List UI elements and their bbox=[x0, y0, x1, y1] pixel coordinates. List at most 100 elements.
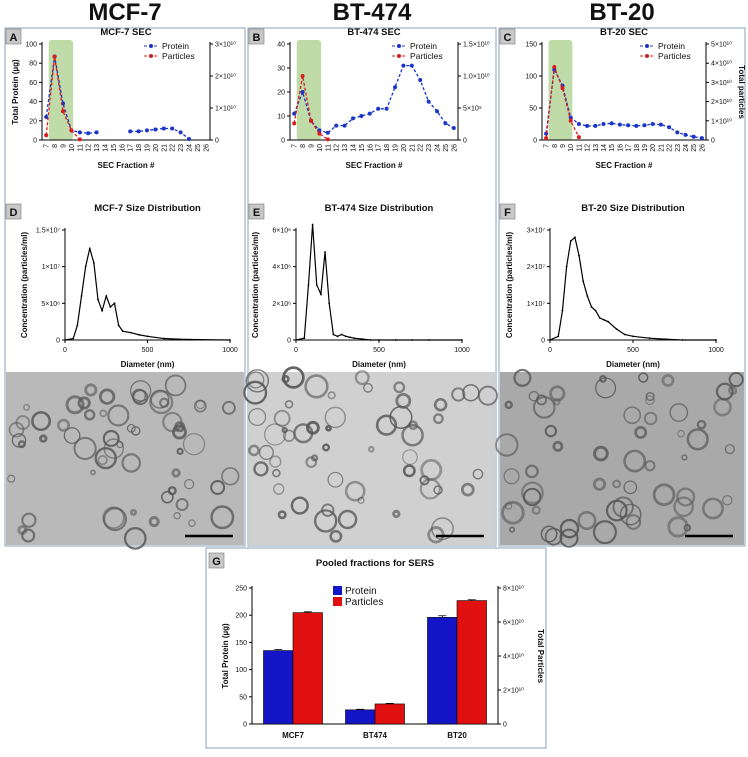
x-tick-label: 18 bbox=[384, 144, 391, 152]
y-tick-label: 40 bbox=[29, 99, 37, 106]
y-tick-label: 50 bbox=[239, 694, 247, 701]
vesicle bbox=[102, 506, 125, 530]
data-point bbox=[334, 123, 339, 128]
y-axis-label: Concentration (particles/ml) bbox=[505, 232, 514, 339]
vesicle bbox=[167, 486, 177, 496]
vesicle bbox=[593, 445, 609, 462]
y-tick-label: 20 bbox=[29, 118, 37, 125]
vesicle bbox=[402, 449, 418, 465]
vesicle bbox=[107, 404, 130, 427]
data-point bbox=[576, 135, 581, 140]
data-point bbox=[292, 111, 297, 116]
bar bbox=[292, 612, 323, 725]
data-point bbox=[593, 123, 598, 128]
x-tick-label: 23 bbox=[426, 144, 433, 152]
data-point bbox=[72, 337, 75, 340]
y2-tick-label: 0 bbox=[215, 138, 219, 145]
vesicle bbox=[392, 509, 401, 519]
vesicle bbox=[592, 477, 607, 491]
vesicle bbox=[433, 397, 448, 412]
data-point bbox=[344, 335, 347, 338]
x-tick-label: 19 bbox=[393, 144, 400, 152]
vesicle bbox=[623, 449, 647, 473]
vesicle bbox=[544, 527, 563, 546]
bar bbox=[345, 709, 376, 725]
x-tick-label: 7 bbox=[292, 144, 299, 148]
data-point bbox=[623, 333, 626, 336]
vesicle bbox=[645, 391, 655, 402]
x-tick-label: 12 bbox=[334, 144, 341, 152]
x-tick-label: 16 bbox=[367, 144, 374, 152]
vesicle bbox=[264, 423, 287, 446]
x-tick-label: 21 bbox=[161, 144, 168, 152]
x-tick-label: 15 bbox=[359, 144, 366, 152]
x-tick-label: 22 bbox=[418, 144, 425, 152]
x-tick-label: 1000 bbox=[454, 347, 470, 354]
vesicle bbox=[337, 509, 358, 530]
vesicle bbox=[272, 468, 281, 478]
vesicle bbox=[183, 479, 195, 490]
y-tick-label: 2×10⁶ bbox=[272, 301, 291, 308]
data-point bbox=[229, 339, 231, 341]
vesicle bbox=[544, 424, 558, 438]
vesicle bbox=[354, 370, 370, 386]
x-tick-label: 0 bbox=[294, 347, 298, 354]
x-tick-label: 23 bbox=[675, 144, 682, 152]
vesicle bbox=[73, 436, 97, 461]
x-axis-label: SEC Fraction # bbox=[596, 161, 653, 170]
data-point bbox=[552, 65, 557, 70]
x-tick-label: 8 bbox=[552, 144, 559, 148]
data-point bbox=[658, 122, 663, 127]
chart-title: Pooled fractions for SERS bbox=[316, 558, 434, 569]
micrograph bbox=[6, 372, 244, 550]
vesicle bbox=[501, 500, 525, 525]
x-tick-label: 500 bbox=[373, 347, 385, 354]
error-bar bbox=[356, 708, 365, 710]
x-tick-label: 20 bbox=[401, 144, 408, 152]
panel-label-box bbox=[499, 28, 516, 45]
vesicle bbox=[408, 420, 418, 431]
data-point bbox=[136, 129, 141, 134]
y2-tick-label: 0 bbox=[463, 138, 467, 145]
vesicle bbox=[715, 382, 734, 401]
vesicle bbox=[21, 528, 36, 543]
data-point bbox=[325, 130, 330, 135]
chart-title: MCF-7 SEC bbox=[100, 27, 151, 38]
data-line bbox=[295, 224, 462, 341]
data-point bbox=[325, 137, 330, 142]
legend-label: Protein bbox=[658, 41, 685, 51]
pooled-region bbox=[548, 40, 573, 140]
legend-marker bbox=[645, 54, 649, 58]
data-point bbox=[642, 123, 647, 128]
y-tick-label: 50 bbox=[529, 106, 537, 113]
data-point bbox=[44, 114, 49, 119]
y2-tick-label: 1.0×10¹⁰ bbox=[463, 73, 490, 81]
data-point bbox=[342, 123, 347, 128]
vesicle bbox=[77, 396, 91, 410]
data-point bbox=[84, 265, 87, 268]
chart-title: MCF-7 Size Distribution bbox=[94, 203, 201, 214]
data-point bbox=[617, 122, 622, 127]
vesicle bbox=[433, 413, 444, 425]
vesicle bbox=[696, 419, 707, 430]
y-tick-label: 100 bbox=[25, 42, 37, 49]
vesicle bbox=[504, 502, 513, 510]
x-tick-label: 7 bbox=[544, 144, 551, 148]
data-point bbox=[69, 128, 74, 133]
vesicle bbox=[599, 375, 607, 383]
column-frame bbox=[247, 27, 497, 547]
x-tick-label: 24 bbox=[435, 144, 442, 152]
y-tick-label: 80 bbox=[29, 61, 37, 68]
data-point bbox=[681, 339, 684, 341]
x-tick-label: 24 bbox=[187, 144, 194, 152]
panel-label: E bbox=[253, 207, 260, 219]
data-point bbox=[568, 118, 573, 123]
x-tick-label: 13 bbox=[593, 144, 600, 152]
vesicle bbox=[327, 471, 344, 488]
x-tick-label: 500 bbox=[627, 347, 639, 354]
data-point bbox=[317, 131, 322, 136]
x-tick-label: 500 bbox=[142, 347, 154, 354]
vesicle bbox=[702, 497, 724, 520]
data-point bbox=[61, 109, 65, 114]
